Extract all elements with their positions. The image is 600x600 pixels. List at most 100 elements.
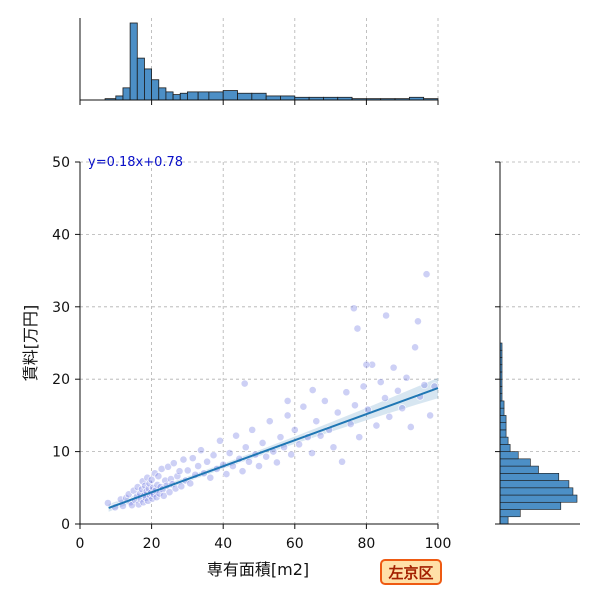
right-hist-bar	[499, 494, 578, 503]
top-hist-bar	[144, 68, 153, 101]
scatter-point	[167, 475, 175, 484]
right-hist-bar	[499, 516, 509, 525]
top-hist-bar	[122, 87, 131, 101]
main-scatter-panel: 0 20 40 60 80 100 0 10 20 30 40 50 y=0.18x+0.78 専有…	[21, 155, 451, 579]
scatter-point	[209, 451, 218, 460]
scatter-point	[338, 457, 346, 466]
scatter-point	[206, 473, 215, 482]
scatter-point	[283, 411, 292, 420]
scatter-point	[148, 494, 157, 503]
y-axis-ticks: 0 10 20 30 40 50	[52, 155, 80, 533]
scatter-point	[216, 436, 224, 445]
scatter-point	[171, 484, 180, 493]
right-hist-bar	[499, 415, 507, 423]
top-hist-bar	[172, 94, 181, 101]
scatter-point	[255, 462, 263, 470]
y-tick-label: 50	[52, 155, 70, 171]
scatter-point	[248, 425, 257, 434]
scatter-point	[232, 431, 240, 440]
scatter-point	[362, 360, 371, 369]
right-hist-bar	[499, 465, 539, 474]
scatter-point	[320, 397, 329, 405]
scatter-point	[169, 459, 178, 468]
top-hist-bar	[197, 91, 210, 101]
scatter-point	[258, 439, 267, 447]
scatter-point	[287, 450, 296, 459]
top-hist-ticks	[79, 100, 439, 105]
top-hist-bars	[104, 22, 439, 101]
right-hist-bar	[499, 473, 560, 481]
y-tick-label: 30	[52, 300, 70, 316]
y-tick-label: 0	[61, 517, 70, 533]
scatter-point	[329, 443, 338, 452]
scatter-point	[240, 379, 249, 388]
top-hist-bar	[115, 95, 124, 101]
x-axis-ticks: 0 20 40 60 80 100	[76, 524, 451, 552]
regression-line	[108, 387, 439, 509]
top-hist-bar	[165, 91, 174, 101]
scatter-point	[376, 378, 385, 386]
scatter-point	[372, 421, 381, 430]
scatter-point	[381, 394, 389, 402]
scatter-point	[265, 417, 274, 426]
x-axis-label: 専有面積[m2]	[207, 560, 309, 579]
x-tick-label: 0	[76, 536, 85, 552]
right-hist-bar	[499, 407, 505, 416]
scatter-point	[316, 431, 325, 440]
top-hist-bar	[265, 95, 281, 101]
scatter-point	[411, 343, 419, 352]
right-hist-bar	[499, 501, 562, 510]
right-hist-bar	[499, 487, 574, 496]
scatter-point	[359, 382, 368, 391]
scatter-point	[183, 466, 192, 475]
scatter-point	[349, 304, 358, 313]
scatter-point	[308, 449, 316, 457]
y-tick-label: 20	[52, 372, 70, 388]
scatter-point	[312, 417, 321, 426]
top-hist-bar	[136, 57, 145, 101]
scatter-point	[154, 472, 163, 481]
right-hist-bar	[499, 444, 511, 452]
right-hist-bar	[499, 480, 570, 489]
scatter-point	[295, 440, 303, 449]
scatter-point	[157, 465, 166, 473]
scatter-point	[134, 500, 143, 509]
scatter-point	[186, 479, 195, 488]
scatter-point	[389, 363, 398, 372]
scatter-point	[385, 412, 394, 421]
scatter-point	[299, 402, 308, 411]
top-hist-bar	[186, 91, 199, 101]
x-tick-label: 60	[286, 536, 304, 552]
top-hist-bar	[251, 92, 267, 101]
scatter-point	[241, 443, 250, 452]
x-tick-label: 80	[357, 536, 375, 552]
scatter-point	[238, 467, 247, 476]
scatter-point	[394, 386, 402, 395]
scatter-point	[165, 488, 174, 497]
scatter-point	[426, 411, 435, 420]
scatter-point	[308, 386, 317, 394]
scatter-point	[175, 467, 184, 476]
scatter-point	[143, 473, 152, 482]
scatter-point	[177, 482, 186, 491]
top-hist-bar	[151, 79, 160, 101]
scatter-point	[382, 311, 390, 320]
scatter-point	[197, 446, 205, 455]
right-hist-bar	[499, 509, 521, 518]
scatter-point	[398, 404, 407, 413]
area-badge: 左京区	[380, 559, 442, 585]
top-hist-bar	[129, 22, 138, 101]
scatter-point	[351, 401, 359, 410]
scatter-point	[368, 360, 377, 369]
scatter-point	[188, 454, 197, 463]
scatter-point	[225, 449, 234, 457]
scatter-point	[342, 388, 351, 397]
scatter-point	[173, 472, 182, 481]
scatter-point	[283, 397, 292, 405]
top-hist-bar	[280, 95, 296, 101]
scatter-point	[222, 470, 231, 478]
top-hist-bar	[158, 87, 167, 101]
scatter-point	[159, 491, 168, 500]
regression-equation: y=0.18x+0.78	[88, 155, 183, 170]
